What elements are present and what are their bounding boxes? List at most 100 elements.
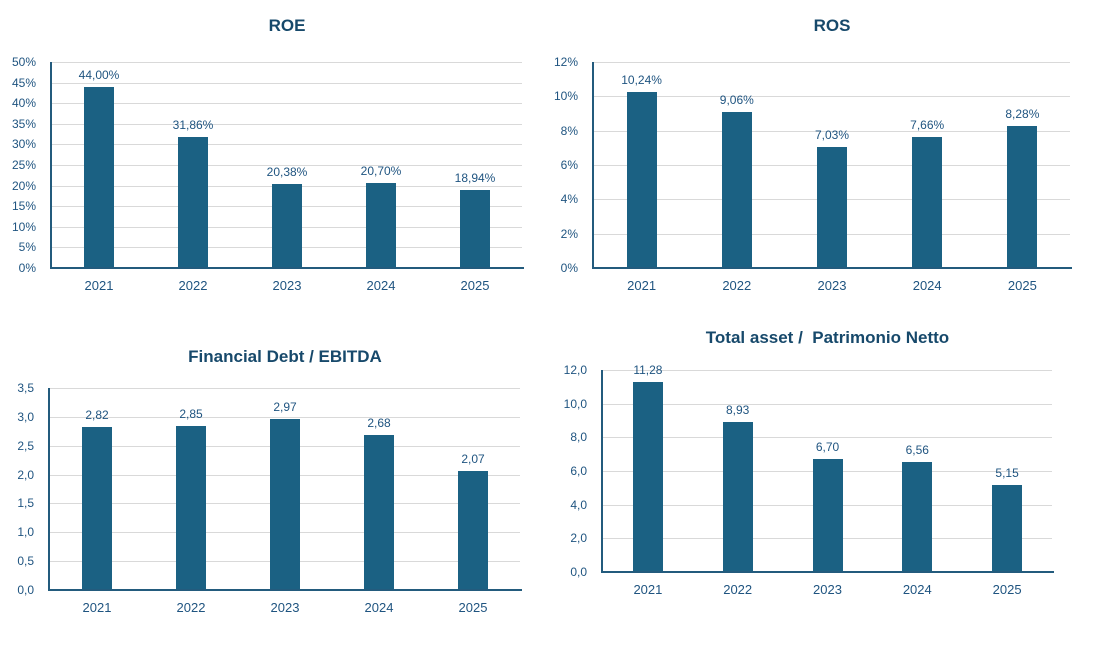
gridline [52,62,522,63]
plot-area: 11,28 8,93 6,70 6,56 5,15 [601,363,1054,573]
x-axis-tick-labels: 2021 2022 2023 2024 2025 [50,600,520,620]
gridline [594,96,1070,98]
x-axis-tick-label: 2021 [82,600,112,615]
x-axis-tick-label: 2024 [902,582,932,597]
chart-financial-debt-ebitda: Financial Debt / EBITDA 3,5 3,0 2,5 2,0 1,5 1… [0,320,550,646]
y-axis-tick-label: 1,5 [17,496,34,511]
bar-2025 [992,485,1023,572]
x-axis-tick-labels: 2021 2022 2023 2024 2025 [594,278,1070,298]
x-axis-tick-label: 2021 [84,278,114,293]
y-axis-tick-label: 20% [11,178,36,193]
chart-roe: ROE 50% 45% 40% 35% 30% 25% 20% 15% 10% 5% 0% 44,0… [0,0,550,320]
bar-value-label: 2,07 [461,451,485,466]
y-axis-line [50,62,52,268]
y-axis-tick-label: 2,0 [17,467,34,482]
y-axis-tick-label: 2,5 [17,438,34,453]
y-axis-tick-label: 0,5 [17,554,34,569]
bar-2023 [812,459,843,572]
x-axis-tick-labels: 2021 2022 2023 2024 2025 [52,278,522,298]
y-axis-tick-label: 45% [11,75,36,90]
y-axis-tick-label: 30% [11,137,36,152]
y-axis-tick-label: 10% [553,89,578,104]
bar-value-label: 2,82 [85,408,109,423]
y-axis-tick-label: 4% [560,192,578,207]
x-axis-line [48,589,522,591]
y-axis-tick-labels: 3,5 3,0 2,5 2,0 1,5 1,0 0,5 0,0 [0,381,42,597]
y-axis-tick-label: 25% [11,158,36,172]
bar-value-label: 2,68 [367,416,391,431]
x-axis-tick-label: 2025 [1007,278,1037,293]
x-axis-tick-label: 2025 [460,278,490,293]
bar-2021 [626,92,657,268]
chart-title-ros: ROS [813,16,851,35]
plot-area: 2,82 2,85 2,97 2,68 2,07 [48,388,522,591]
bar-2023 [817,147,847,268]
plot-area: 10,24% 9,06% 7,03% 7,66% 8,28% [592,62,1072,269]
gridline [594,62,1070,63]
y-axis-tick-labels: 12% 10% 8% 6% 4% 2% 0% [550,55,586,275]
bar-value-label: 20,38% [266,165,308,180]
x-axis-tick-label: 2023 [272,278,302,293]
bar-2024 [366,182,396,268]
y-axis-tick-label: 6% [560,158,578,172]
y-axis-tick-label: 12,0 [563,363,587,377]
x-axis-tick-label: 2022 [722,278,752,293]
y-axis-tick-labels: 50% 45% 40% 35% 30% 25% 20% 15% 10% 5% 0% [0,55,44,275]
x-axis-tick-labels: 2021 2022 2023 2024 2025 [603,582,1052,602]
chart-ros: ROS 12% 10% 8% 6% 4% 2% 0% 10,24% 9,06% 7,03% 7,6… [550,0,1100,320]
bar-value-label: 18,94% [454,170,496,185]
bar-2022 [722,421,753,572]
x-axis-tick-label: 2021 [633,582,663,597]
y-axis-tick-label: 0% [560,261,578,275]
chart-title-financial-debt-ebitda: Financial Debt / EBITDA [188,347,382,366]
chart-total-asset-patrimonio-netto: Total asset / Patrimonio Netto 12,0 10,0 8… [550,320,1100,646]
y-axis-tick-label: 6,0 [570,464,587,478]
y-axis-tick-label: 8,0 [570,430,587,445]
bar-value-label: 10,24% [621,73,662,88]
bar-2022 [176,425,206,590]
gridline [603,403,1052,405]
x-axis-tick-label: 2024 [912,278,942,293]
bar-value-label: 6,70 [815,440,840,455]
y-axis-tick-label: 0,0 [17,583,34,597]
bar-value-label: 6,56 [905,442,929,457]
y-axis-tick-label: 2% [560,226,578,241]
y-axis-tick-labels: 12,0 10,0 8,0 6,0 4,0 2,0 0,0 [550,363,595,579]
bar-2021 [84,86,114,268]
y-axis-tick-label: 2,0 [570,531,587,546]
y-axis-line [592,62,594,268]
y-axis-tick-label: 50% [11,55,36,69]
bar-value-label: 20,70% [360,163,402,178]
x-axis-line [601,571,1054,573]
bar-2025 [1007,125,1038,268]
x-axis-tick-label: 2021 [627,278,657,293]
gridline [52,123,522,125]
y-axis-tick-label: 0% [18,261,36,275]
x-axis-tick-label: 2025 [458,600,488,615]
bar-2023 [272,184,302,268]
bar-value-label: 44,00% [78,67,120,82]
chart-title-total-asset-patrimonio-netto: Total asset / Patrimonio Netto [705,328,950,347]
gridline [52,82,522,84]
y-axis-tick-label: 40% [11,96,36,111]
y-axis-tick-label: 8% [560,123,578,138]
chart-title-roe: ROE [268,16,306,35]
plot-area: 44,00% 31,86% 20,38% 20,70% 18,94% [50,62,524,269]
bar-2024 [364,435,394,590]
x-axis-tick-label: 2022 [178,278,208,293]
gridline [50,388,520,389]
x-axis-tick-label: 2022 [723,582,753,597]
bar-2022 [721,112,752,268]
bar-value-label: 2,97 [273,399,297,414]
x-axis-tick-label: 2023 [813,582,842,597]
gridline [603,370,1052,371]
bar-2022 [178,136,208,268]
bar-2025 [460,189,490,268]
y-axis-tick-label: 3,5 [17,381,34,395]
gridline [52,165,522,166]
y-axis-tick-label: 10,0 [563,396,587,411]
x-axis-tick-label: 2024 [366,278,396,293]
bar-value-label: 8,28% [1005,106,1040,121]
x-axis-tick-label: 2024 [364,600,394,615]
gridline [50,416,520,418]
